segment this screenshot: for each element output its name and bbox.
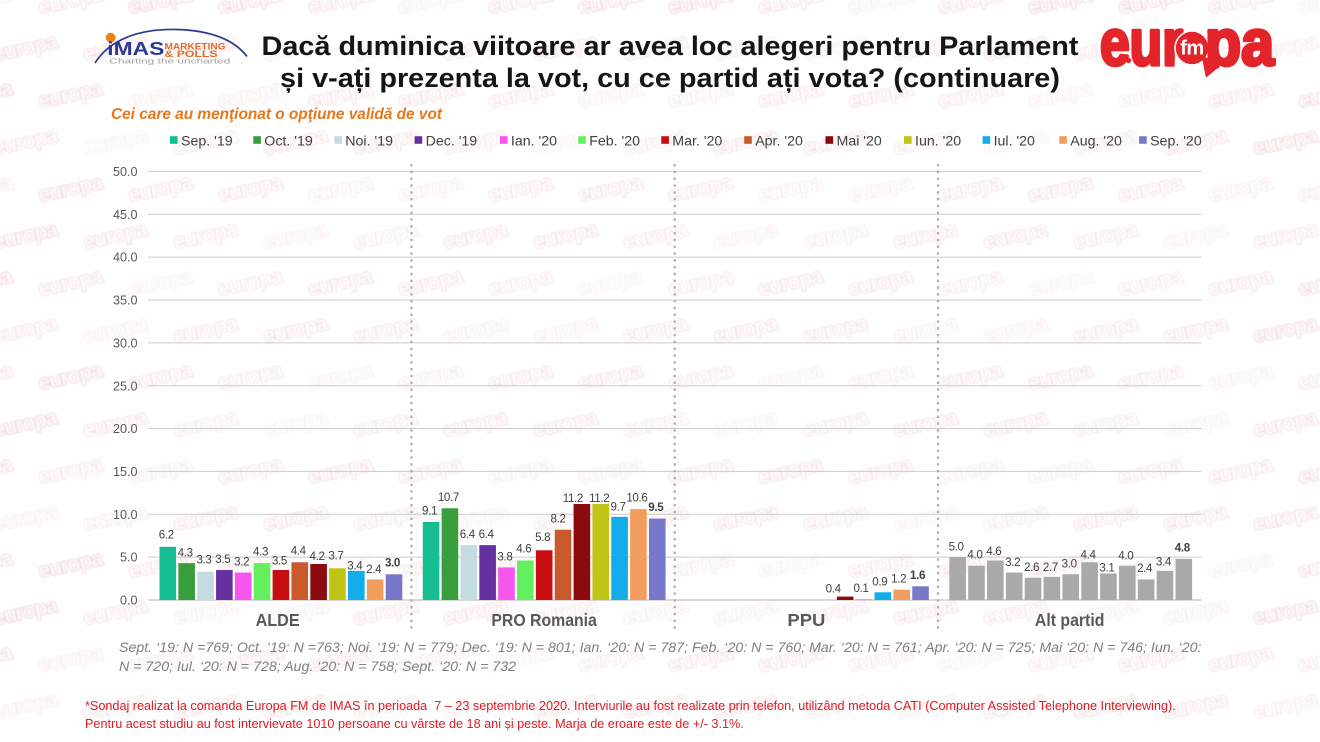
svg-text:9.7: 9.7 [611,500,626,513]
svg-text:35.0: 35.0 [113,294,138,308]
svg-text:50.0: 50.0 [113,165,138,179]
svg-text:5.0: 5.0 [949,540,964,553]
svg-text:3.5: 3.5 [272,554,287,567]
svg-text:Oct. '19: Oct. '19 [264,133,313,149]
svg-text:10.7: 10.7 [438,491,459,504]
svg-text:45.0: 45.0 [113,208,138,222]
svg-text:Noi. '19: Noi. '19 [345,133,393,149]
svg-text:6.2: 6.2 [159,529,174,542]
svg-text:2.6: 2.6 [1024,561,1039,574]
svg-text:25.0: 25.0 [113,379,138,393]
svg-text:11.2: 11.2 [563,492,583,505]
svg-text:Aug. '20: Aug. '20 [1070,133,1122,149]
svg-text:fm: fm [1180,38,1203,60]
svg-text:4.2: 4.2 [310,550,325,563]
svg-text:40.0: 40.0 [113,251,138,265]
svg-text:4.6: 4.6 [986,545,1001,558]
svg-text:1.2: 1.2 [891,572,906,585]
svg-text:3.3: 3.3 [196,553,211,566]
svg-text:5.8: 5.8 [535,531,550,544]
svg-text:europa: europa [1026,453,1095,489]
svg-text:3.4: 3.4 [347,560,363,573]
svg-text:10.6: 10.6 [626,492,647,505]
svg-text:3.2: 3.2 [234,555,249,568]
svg-text:4.0: 4.0 [1118,550,1133,563]
svg-text:10.0: 10.0 [113,508,138,522]
svg-text:6.4: 6.4 [460,528,476,541]
svg-text:Sep. '20: Sep. '20 [1150,133,1202,149]
svg-text:2.4: 2.4 [1137,562,1153,575]
svg-text:4.4: 4.4 [291,544,307,557]
svg-text:2.4: 2.4 [366,563,382,576]
svg-text:3.0: 3.0 [1062,557,1077,570]
svg-text:3.1: 3.1 [1099,562,1114,575]
svg-text:3.0: 3.0 [385,557,400,570]
svg-text:4.3: 4.3 [253,546,268,559]
svg-text:3.7: 3.7 [328,550,343,563]
svg-text:iMAS: iMAS [107,38,164,59]
svg-text:0.1: 0.1 [853,582,868,595]
svg-text:eur: eur [1100,12,1183,79]
svg-text:5.0: 5.0 [120,551,138,565]
svg-text:Feb. '20: Feb. '20 [589,133,640,149]
svg-text:0.0: 0.0 [120,594,138,608]
svg-text:9.5: 9.5 [648,501,664,514]
svg-text:15.0: 15.0 [113,465,138,479]
svg-text:europa: europa [1296,0,1320,19]
svg-text:ALDE: ALDE [256,610,300,630]
svg-text:3.4: 3.4 [1156,555,1172,568]
svg-text:4.6: 4.6 [516,543,531,556]
svg-text:Mar. '20: Mar. '20 [672,133,722,149]
svg-text:30.0: 30.0 [113,336,138,350]
svg-text:Alt partid: Alt partid [1035,610,1105,630]
svg-text:20.0: 20.0 [113,422,138,436]
svg-text:1.6: 1.6 [910,569,926,582]
svg-text:Apr. '20: Apr. '20 [755,133,803,149]
svg-text:Dec. '19: Dec. '19 [426,133,478,149]
svg-text:0.9: 0.9 [872,576,887,589]
svg-text:Iun. '20: Iun. '20 [915,133,961,149]
svg-text:6.4: 6.4 [479,528,495,541]
svg-text:9.1: 9.1 [422,505,437,518]
svg-text:3.5: 3.5 [215,553,230,566]
svg-text:4.0: 4.0 [967,549,982,562]
svg-text:Mai '20: Mai '20 [837,133,882,149]
svg-text:Iul. '20: Iul. '20 [994,133,1035,149]
svg-text:4.8: 4.8 [1175,541,1191,554]
svg-text:3.2: 3.2 [1005,556,1020,569]
svg-text:PPU: PPU [787,610,825,630]
svg-text:MARKETING: MARKETING [165,41,226,51]
svg-text:2.7: 2.7 [1043,561,1058,574]
svg-text:4.4: 4.4 [1081,549,1097,562]
svg-text:Sep. '19: Sep. '19 [181,133,233,149]
svg-text:Charting the uncharted: Charting the uncharted [109,56,230,65]
svg-text:PRO Romania: PRO Romania [491,610,597,630]
svg-text:11.2: 11.2 [589,492,609,505]
svg-text:0.4: 0.4 [826,582,842,595]
svg-text:& POLLS: & POLLS [165,49,218,59]
svg-text:4.3: 4.3 [178,546,193,559]
svg-text:8.2: 8.2 [550,513,565,526]
svg-text:Ian. '20: Ian. '20 [511,133,557,149]
svg-text:3.8: 3.8 [497,551,512,564]
